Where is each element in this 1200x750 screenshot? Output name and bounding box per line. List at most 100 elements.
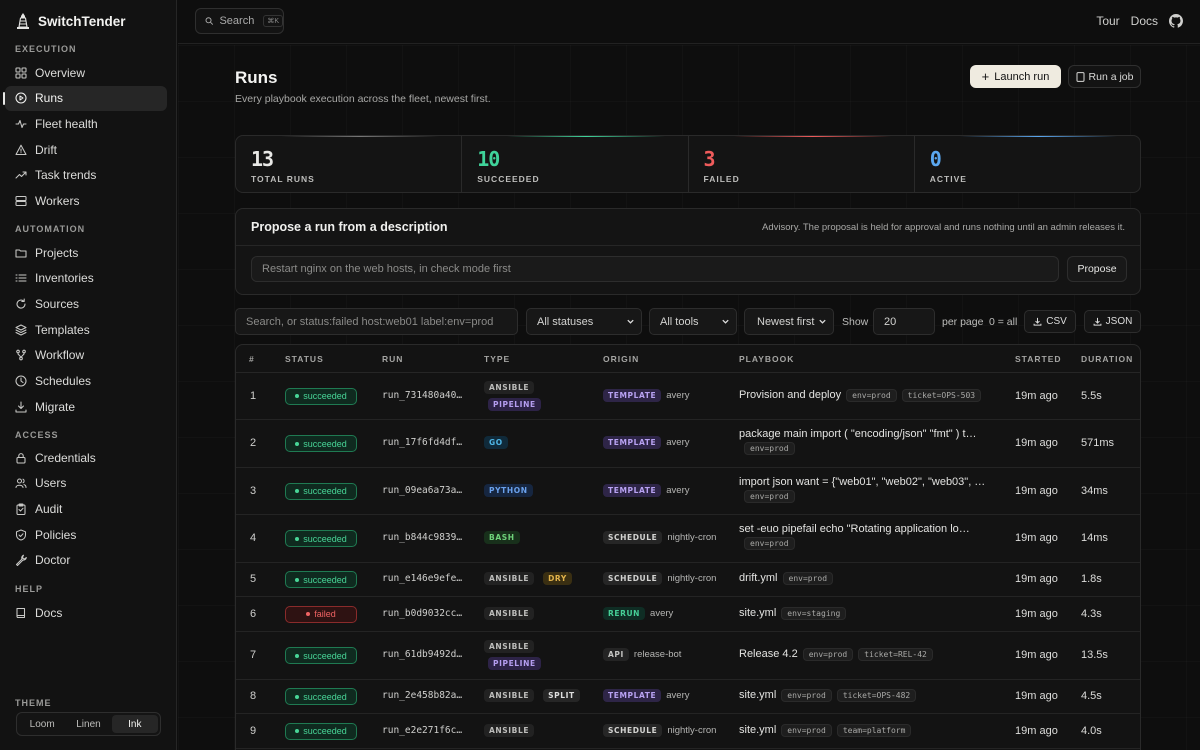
- sidebar-item-audit[interactable]: Audit: [5, 496, 167, 521]
- sidebar-item-workflow[interactable]: Workflow: [5, 343, 167, 368]
- label-chip: ticket=REL-42: [858, 648, 933, 661]
- table-row[interactable]: 5 succeeded run_e146e9efe… ANSIBLE DRY SCHEDU…: [236, 563, 1140, 597]
- run-job-button[interactable]: Run a job: [1068, 65, 1141, 88]
- sidebar-item-label: Inventories: [35, 271, 94, 286]
- github-icon[interactable]: [1169, 14, 1183, 28]
- sidebar-item-overview[interactable]: Overview: [5, 60, 167, 85]
- sidebar-item-doctor[interactable]: Doctor: [5, 548, 167, 573]
- run-id-link[interactable]: run_b844c9839…: [382, 532, 463, 543]
- type-tag-ansible: ANSIBLE: [484, 640, 535, 653]
- export-csv-button[interactable]: CSV: [1024, 310, 1076, 333]
- runs-search-input[interactable]: Search, or status:failed host:web01 labe…: [235, 308, 518, 335]
- brand[interactable]: SwitchTender: [15, 12, 126, 30]
- column-header-started: STARTED: [1015, 354, 1062, 364]
- run-id-link[interactable]: run_17f6fd4df…: [382, 437, 463, 448]
- tour-link[interactable]: Tour: [1096, 14, 1120, 28]
- propose-button[interactable]: Propose: [1067, 256, 1127, 282]
- all-hint: 0 = all: [989, 316, 1018, 328]
- label-chip: env=prod: [781, 689, 832, 702]
- per-page-input[interactable]: 20: [873, 308, 935, 335]
- table-row[interactable]: 3 succeeded run_09ea6a73a… PYTHON TEMPLATE av…: [236, 468, 1140, 515]
- git-branch-icon: [16, 349, 26, 361]
- docs-link[interactable]: Docs: [1130, 14, 1158, 28]
- row-number: 5: [250, 573, 257, 585]
- run-id-link[interactable]: run_731480a40…: [382, 389, 463, 401]
- type-tag-ansible: ANSIBLE: [484, 606, 535, 620]
- playbook-cell: drift.yml env=prod: [739, 572, 834, 585]
- status-badge: succeeded: [285, 571, 357, 588]
- table-row[interactable]: 2 succeeded run_17f6fd4df… GO TEMPLATE avery p…: [236, 420, 1140, 468]
- sidebar-item-schedules[interactable]: Schedules: [5, 369, 167, 394]
- sidebar-item-projects[interactable]: Projects: [5, 240, 167, 265]
- stats-panel: 13 TOTAL RUNS 10 SUCCEEDED 3 FAILED 0 AC…: [235, 135, 1141, 193]
- run-id-link[interactable]: run_e146e9efe…: [382, 573, 463, 584]
- theme-option-ink[interactable]: Ink: [111, 715, 158, 733]
- sidebar-item-templates[interactable]: Templates: [5, 317, 167, 342]
- theme-option-loom[interactable]: Loom: [29, 718, 55, 730]
- playbook-cell: site.yml env=prod ticket=OPS-482: [739, 689, 917, 702]
- started-time: 19m ago: [1015, 389, 1058, 402]
- playbook-name: set -euo pipefail echo "Rotating applica…: [739, 523, 970, 535]
- table-row[interactable]: 4 succeeded run_b844c9839… BASH SCHEDULE nigh…: [236, 515, 1140, 563]
- sidebar-item-users[interactable]: Users: [5, 471, 167, 496]
- propose-description-input[interactable]: Restart nginx on the web hosts, in check…: [251, 256, 1059, 282]
- column-header-number: #: [249, 354, 255, 364]
- section-heading-access: ACCESS: [15, 430, 59, 440]
- sidebar-item-drift[interactable]: Drift: [5, 137, 167, 162]
- sidebar-item-migrate[interactable]: Migrate: [5, 394, 167, 419]
- sidebar-item-workers[interactable]: Workers: [5, 189, 167, 214]
- table-row[interactable]: 9 succeeded run_e2e271f6c… ANSIBLE SCHEDULE n…: [236, 714, 1140, 749]
- stat-label: FAILED: [703, 174, 740, 184]
- sidebar-item-credentials[interactable]: Credentials: [5, 445, 167, 470]
- run-id-link[interactable]: run_b0d9032cc…: [382, 607, 463, 619]
- run-id-link[interactable]: run_09ea6a73a…: [382, 484, 463, 496]
- playbook-cell: site.yml env=staging: [739, 606, 847, 620]
- run-id-link[interactable]: run_2e458b82a…: [382, 690, 463, 701]
- playbook-cell: Release 4.2 env=prod ticket=REL-42: [739, 648, 933, 661]
- playbook-name: site.yml: [739, 723, 777, 736]
- origin-actor: avery: [650, 607, 674, 619]
- status-badge: succeeded: [285, 722, 357, 740]
- label-chip: env=prod: [781, 723, 832, 737]
- sidebar-item-label: Schedules: [35, 374, 92, 388]
- run-id-link[interactable]: run_e2e271f6c…: [382, 724, 463, 736]
- run-id-link[interactable]: run_61db9492d…: [382, 649, 463, 660]
- origin-tag: TEMPLATE: [603, 483, 662, 497]
- started-time: 19m ago: [1015, 690, 1058, 702]
- users-icon: [15, 478, 27, 489]
- download-icon: [1093, 317, 1102, 326]
- sidebar-item-docs[interactable]: Docs: [5, 600, 167, 625]
- sidebar-item-runs[interactable]: Runs: [3, 85, 167, 111]
- sidebar-item-fleet-health[interactable]: Fleet health: [5, 111, 167, 136]
- table-row[interactable]: 7 succeeded run_61db9492d… ANSIBLE PIPELINE A…: [236, 632, 1140, 680]
- search-button[interactable]: Search ⌘K: [195, 8, 284, 34]
- table-row[interactable]: 1 succeeded run_731480a40… ANSIBLE PIPELINE T…: [236, 373, 1140, 420]
- sidebar-item-inventories[interactable]: Inventories: [5, 266, 167, 291]
- stat-label: TOTAL RUNS: [251, 174, 315, 184]
- origin-cell: TEMPLATE avery: [603, 483, 689, 497]
- pulse-icon: [15, 119, 27, 128]
- export-json-button[interactable]: JSON: [1084, 310, 1141, 333]
- json-label: JSON: [1105, 316, 1133, 327]
- sidebar-item-policies[interactable]: Policies: [5, 522, 167, 547]
- duration-value: 34ms: [1081, 484, 1108, 497]
- table-row[interactable]: 8 succeeded run_2e458b82a… ANSIBLE SPLIT TEMP…: [236, 680, 1140, 714]
- sidebar-item-label: Projects: [35, 245, 79, 260]
- sidebar-item-label: Task trends: [35, 168, 97, 183]
- sort-select[interactable]: Newest first: [744, 308, 834, 335]
- launch-run-label: Launch run: [994, 70, 1050, 83]
- duration-value: 13.5s: [1081, 649, 1108, 661]
- stat-failed: 3 FAILED: [689, 136, 915, 192]
- tools-select[interactable]: All tools: [649, 308, 737, 335]
- stat-label: SUCCEEDED: [477, 174, 540, 184]
- column-header-playbook: PLAYBOOK: [739, 354, 795, 364]
- type-tags: ANSIBLE SPLIT: [484, 689, 580, 702]
- launch-run-button[interactable]: + Launch run: [970, 65, 1061, 88]
- status-select[interactable]: All statuses: [526, 308, 642, 335]
- table-row[interactable]: 6 failed run_b0d9032cc… ANSIBLE RERUN avery si…: [236, 597, 1140, 632]
- type-tag-pipeline: PIPELINE: [488, 397, 541, 411]
- sidebar-item-sources[interactable]: Sources: [5, 291, 167, 316]
- theme-option-linen[interactable]: Linen: [76, 718, 101, 730]
- origin-cell: SCHEDULE nightly-cron: [603, 531, 716, 544]
- sidebar-item-task-trends[interactable]: Task trends: [5, 163, 167, 188]
